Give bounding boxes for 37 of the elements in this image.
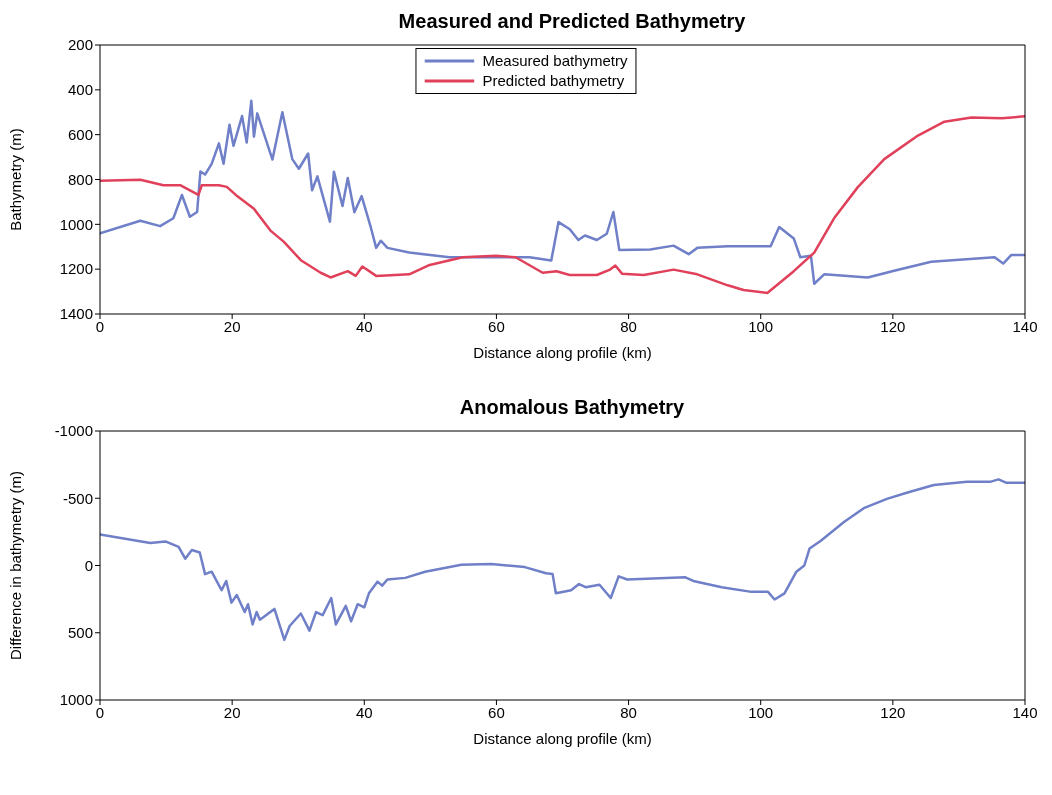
x-tick-label: 80 <box>620 703 637 721</box>
x-tick-label: 100 <box>748 317 774 335</box>
x-tick-label: 140 <box>1012 703 1038 721</box>
legend-label: Measured bathymetry <box>482 51 628 71</box>
y-tick-label: 0 <box>84 556 93 574</box>
y-tick-label: 400 <box>67 81 93 99</box>
x-tick-label: 80 <box>620 317 637 335</box>
x-tick-label: 120 <box>880 703 906 721</box>
y-tick-label: 1000 <box>59 215 93 233</box>
x-axis-title: Distance along profile (km) <box>473 730 652 747</box>
x-tick-label: 0 <box>95 703 105 721</box>
y-axis-title: Difference in bathymetry (m) <box>7 471 25 660</box>
y-tick-label: 1400 <box>59 305 93 323</box>
y-tick-label: 200 <box>67 36 93 54</box>
x-tick-label: 40 <box>355 703 373 721</box>
y-tick-label: 600 <box>67 125 93 143</box>
x-tick-label: 0 <box>95 317 105 335</box>
y-tick-label: 500 <box>67 624 93 642</box>
y-axis-title: Bathymetry (m) <box>7 128 25 231</box>
x-tick-label: 60 <box>488 703 505 721</box>
x-tick-label: 40 <box>355 317 373 335</box>
y-tick-label: 1200 <box>59 260 93 278</box>
x-axis-title: Distance along profile (km) <box>473 344 652 361</box>
chart-title: Measured and Predicted Bathymetry <box>397 9 747 34</box>
x-tick-label: 100 <box>748 703 774 721</box>
x-tick-label: 60 <box>488 317 505 335</box>
y-tick-label: -1000 <box>54 422 93 440</box>
line-series <box>100 478 1025 642</box>
x-tick-label: 120 <box>880 317 906 335</box>
y-tick-label: 1000 <box>59 691 93 709</box>
chart-title: Anomalous Bathymetry <box>458 395 686 420</box>
x-tick-label: 20 <box>223 703 241 721</box>
x-tick-label: 20 <box>223 317 241 335</box>
y-tick-label: 800 <box>67 170 93 188</box>
y-tick-label: -500 <box>62 489 93 507</box>
x-tick-label: 140 <box>1012 317 1038 335</box>
legend-label: Predicted bathymetry <box>482 71 625 91</box>
